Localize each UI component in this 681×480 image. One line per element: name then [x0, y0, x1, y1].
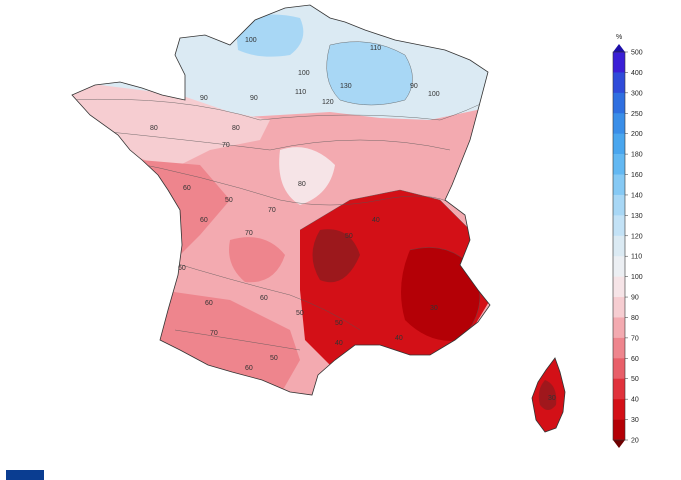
legend-tick-label: 20 [631, 438, 639, 445]
contour-label: 60 [183, 185, 191, 192]
legend-max-cap [613, 44, 625, 52]
legend-tick-label: 30 [631, 417, 639, 424]
legend-min-cap [613, 440, 625, 448]
contour-label: 100 [245, 37, 257, 44]
legend-color-band [613, 154, 625, 175]
legend-color-band [613, 358, 625, 380]
legend-unit-label: % [616, 34, 622, 41]
region-corsica-dark [538, 380, 557, 410]
corsica-border [531, 357, 566, 433]
legend-tick-label: 40 [631, 397, 639, 404]
legend-color-band [613, 174, 625, 196]
france-border [71, 4, 491, 396]
legend-tick-label: 110 [631, 254, 642, 261]
contour-label: 30 [548, 395, 556, 402]
legend-color-band [613, 276, 625, 298]
legend-tick-label: 140 [631, 192, 643, 199]
publisher-logo [6, 470, 44, 480]
legend-tick-label: 120 [631, 233, 643, 240]
legend-tick-labels: 500 400 300 250 200 180 160 140 130 120 110 100 90 80… [625, 50, 643, 445]
legend-tick-label: 500 [631, 50, 643, 57]
legend-color-band [613, 419, 625, 441]
region-northeast-high [326, 41, 413, 105]
contour-label: 70 [245, 230, 253, 237]
region-limousin-patch [229, 237, 285, 283]
contour-label: 40 [395, 335, 403, 342]
contour-label: 60 [245, 365, 253, 372]
legend-tick-label: 130 [631, 213, 643, 220]
region-northwest [72, 80, 270, 170]
contour-label: 120 [322, 99, 334, 106]
contour-label: 50 [345, 233, 353, 240]
contour-label: 50 [335, 320, 343, 327]
contour-label: 100 [298, 70, 310, 77]
contour-label: 100 [428, 91, 440, 98]
region-southwest [150, 290, 300, 395]
legend-tick-label: 180 [631, 152, 643, 159]
contour-label: 80 [232, 125, 240, 132]
legend-color-band [613, 72, 625, 94]
contour-label: 60 [205, 300, 213, 307]
contour-label: 110 [370, 45, 381, 52]
contour-label: 40 [372, 217, 380, 224]
contour-label: 130 [340, 83, 352, 90]
legend-color-band [613, 297, 625, 318]
contour-label: 70 [210, 330, 218, 337]
legend-color-band [613, 113, 625, 134]
color-legend: % 500 400 300 250 200 180 160 140 130 120 110 100 90… [612, 34, 643, 448]
legend-color-band [613, 256, 625, 277]
contour-label: 60 [260, 295, 268, 302]
legend-color-band [613, 399, 625, 420]
legend-tick-label: 100 [631, 274, 643, 281]
legend-tick-label: 50 [631, 376, 639, 383]
legend-tick-label: 160 [631, 172, 643, 179]
legend-tick-label: 250 [631, 111, 643, 118]
contour-label: 80 [298, 181, 306, 188]
legend-color-band [613, 194, 625, 216]
legend-color-band [613, 92, 625, 114]
contour-labels: 100 110 100 120 130 90 100 110 90 90 80 … [150, 37, 556, 402]
legend-tick-label: 200 [631, 131, 643, 138]
contour-label: 50 [296, 310, 304, 317]
region-alps [401, 247, 480, 341]
region-flanders-high [235, 14, 304, 57]
contour-label: 70 [222, 142, 230, 149]
contour-label: 60 [200, 217, 208, 224]
contour-label: 90 [200, 95, 208, 102]
legend-tick-label: 80 [631, 315, 639, 322]
france-mainland [72, 5, 490, 395]
contour-label: 50 [225, 197, 233, 204]
contour-label: 40 [335, 340, 343, 347]
legend-color-band [613, 378, 625, 400]
legend-tick-label: 60 [631, 356, 639, 363]
legend-color-band [613, 317, 625, 339]
contour-label: 110 [295, 89, 306, 96]
contour-label: 90 [410, 83, 418, 90]
contour-label: 90 [250, 95, 258, 102]
region-massif-patch [279, 147, 335, 205]
legend-color-band [613, 337, 625, 359]
legend-tick-label: 90 [631, 295, 639, 302]
region-cevennes-dark [312, 229, 360, 283]
legend-tick-label: 70 [631, 335, 639, 342]
legend-color-bands [613, 52, 625, 441]
contour-label: 60 [178, 265, 186, 272]
contour-label: 80 [150, 125, 158, 132]
contour-lines [72, 41, 489, 351]
legend-color-band [613, 215, 625, 237]
contour-label: 50 [270, 355, 278, 362]
legend-color-band [613, 235, 625, 257]
precipitation-ratio-map: 100 110 100 120 130 90 100 110 90 90 80 … [71, 4, 566, 433]
legend-color-band [613, 133, 625, 155]
legend-tick-label: 400 [631, 70, 643, 77]
legend-color-band [613, 52, 625, 73]
legend-tick-label: 300 [631, 90, 643, 97]
contour-label: 70 [268, 207, 276, 214]
legend-frame [612, 51, 626, 441]
contour-label: 30 [430, 305, 438, 312]
